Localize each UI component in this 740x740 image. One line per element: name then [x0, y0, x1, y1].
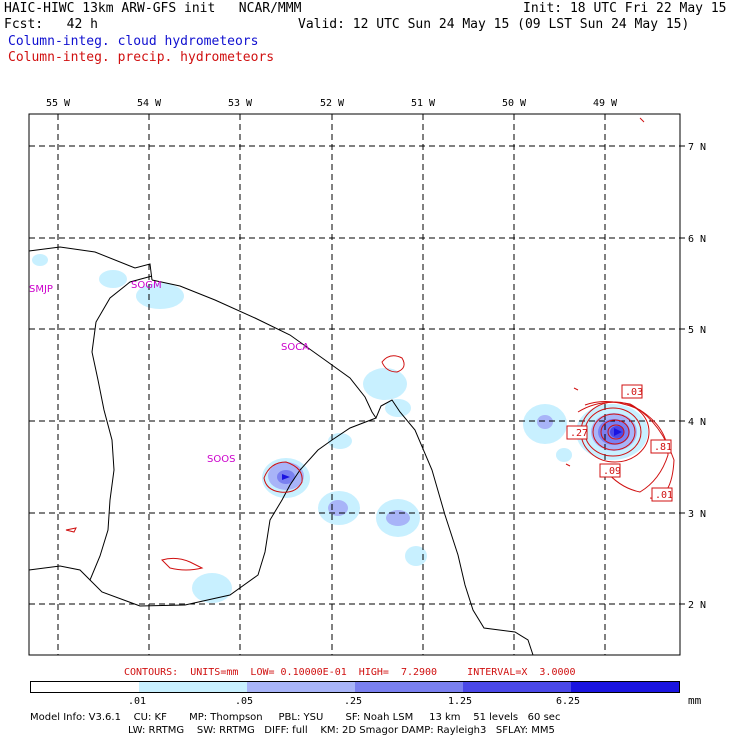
contour-label-01: .01	[655, 490, 673, 501]
lat-label: 6 N	[688, 234, 706, 245]
station-labels: SMJP SOGM SOCA SOOS	[29, 280, 309, 465]
legend-tick: 6.25	[556, 696, 581, 707]
precip-field-label: Column-integ. precip. hydrometeors	[8, 50, 275, 65]
contour-labels: .03 .27 .81 .09 .01	[566, 384, 673, 502]
lon-label: 52 W	[320, 98, 345, 109]
contours-info: CONTOURS: UNITS=mm LOW= 0.10000E-01 HIGH…	[124, 667, 576, 678]
precip-contours	[65, 117, 675, 571]
lat-label: 2 N	[688, 600, 706, 611]
contour-label-81: .81	[654, 442, 672, 453]
init-time: Init: 18 UTC Fri 22 May 15	[523, 1, 727, 16]
legend-tick: 1.25	[448, 696, 473, 707]
station-soca: SOCA	[281, 342, 309, 353]
lon-label: 51 W	[411, 98, 436, 109]
lat-label: 5 N	[688, 325, 706, 336]
lon-label: 49 W	[593, 98, 618, 109]
valid-time: Valid: 12 UTC Sun 24 May 15 (09 LST Sun …	[298, 17, 690, 32]
contour-label-09: .09	[603, 466, 621, 477]
contour-label-27: .27	[570, 428, 588, 439]
contour-label-03: .03	[625, 387, 643, 398]
latitude-labels: 7 N 6 N 5 N 4 N 3 N 2 N	[688, 142, 706, 611]
legend-unit: mm	[688, 694, 702, 707]
lat-label: 7 N	[688, 142, 706, 153]
lat-lon-grid	[29, 114, 680, 655]
station-sogm: SOGM	[131, 280, 162, 291]
legend-swatch-3	[355, 682, 463, 692]
legend-swatch-0	[31, 682, 139, 692]
legend-swatch-1	[139, 682, 247, 692]
legend-tick: .05	[235, 696, 254, 707]
cloud-field-label: Column-integ. cloud hydrometeors	[8, 34, 259, 49]
legend-tick: .25	[344, 696, 363, 707]
longitude-labels: 55 W 54 W 53 W 52 W 51 W 50 W 49 W	[46, 98, 618, 109]
legend-swatch-2	[247, 682, 355, 692]
station-soos: SOOS	[207, 454, 235, 465]
lat-label: 4 N	[688, 417, 706, 428]
station-smjp: SMJP	[29, 284, 53, 295]
cloud-center-markers	[282, 428, 622, 480]
model-info-line2: LW: RRTMG SW: RRTMG DIFF: full KM: 2D Sm…	[128, 725, 555, 736]
legend-swatch-5	[571, 682, 679, 692]
lat-ticks	[680, 145, 685, 605]
coastline	[28, 246, 534, 656]
lon-label: 54 W	[137, 98, 162, 109]
lon-label: 53 W	[228, 98, 253, 109]
lon-label: 55 W	[46, 98, 71, 109]
model-info-line1: Model Info: V3.6.1 CU: KF MP: Thompson P…	[30, 712, 561, 723]
legend-swatch-4	[463, 682, 571, 692]
color-legend	[30, 681, 680, 693]
legend-tick: .01	[128, 696, 147, 707]
map-title: HAIC-HIWC 13km ARW-GFS init NCAR/MMM	[4, 1, 302, 16]
lat-label: 3 N	[688, 509, 706, 520]
lon-label: 50 W	[502, 98, 527, 109]
forecast-hour: Fcst: 42 h	[4, 17, 98, 32]
